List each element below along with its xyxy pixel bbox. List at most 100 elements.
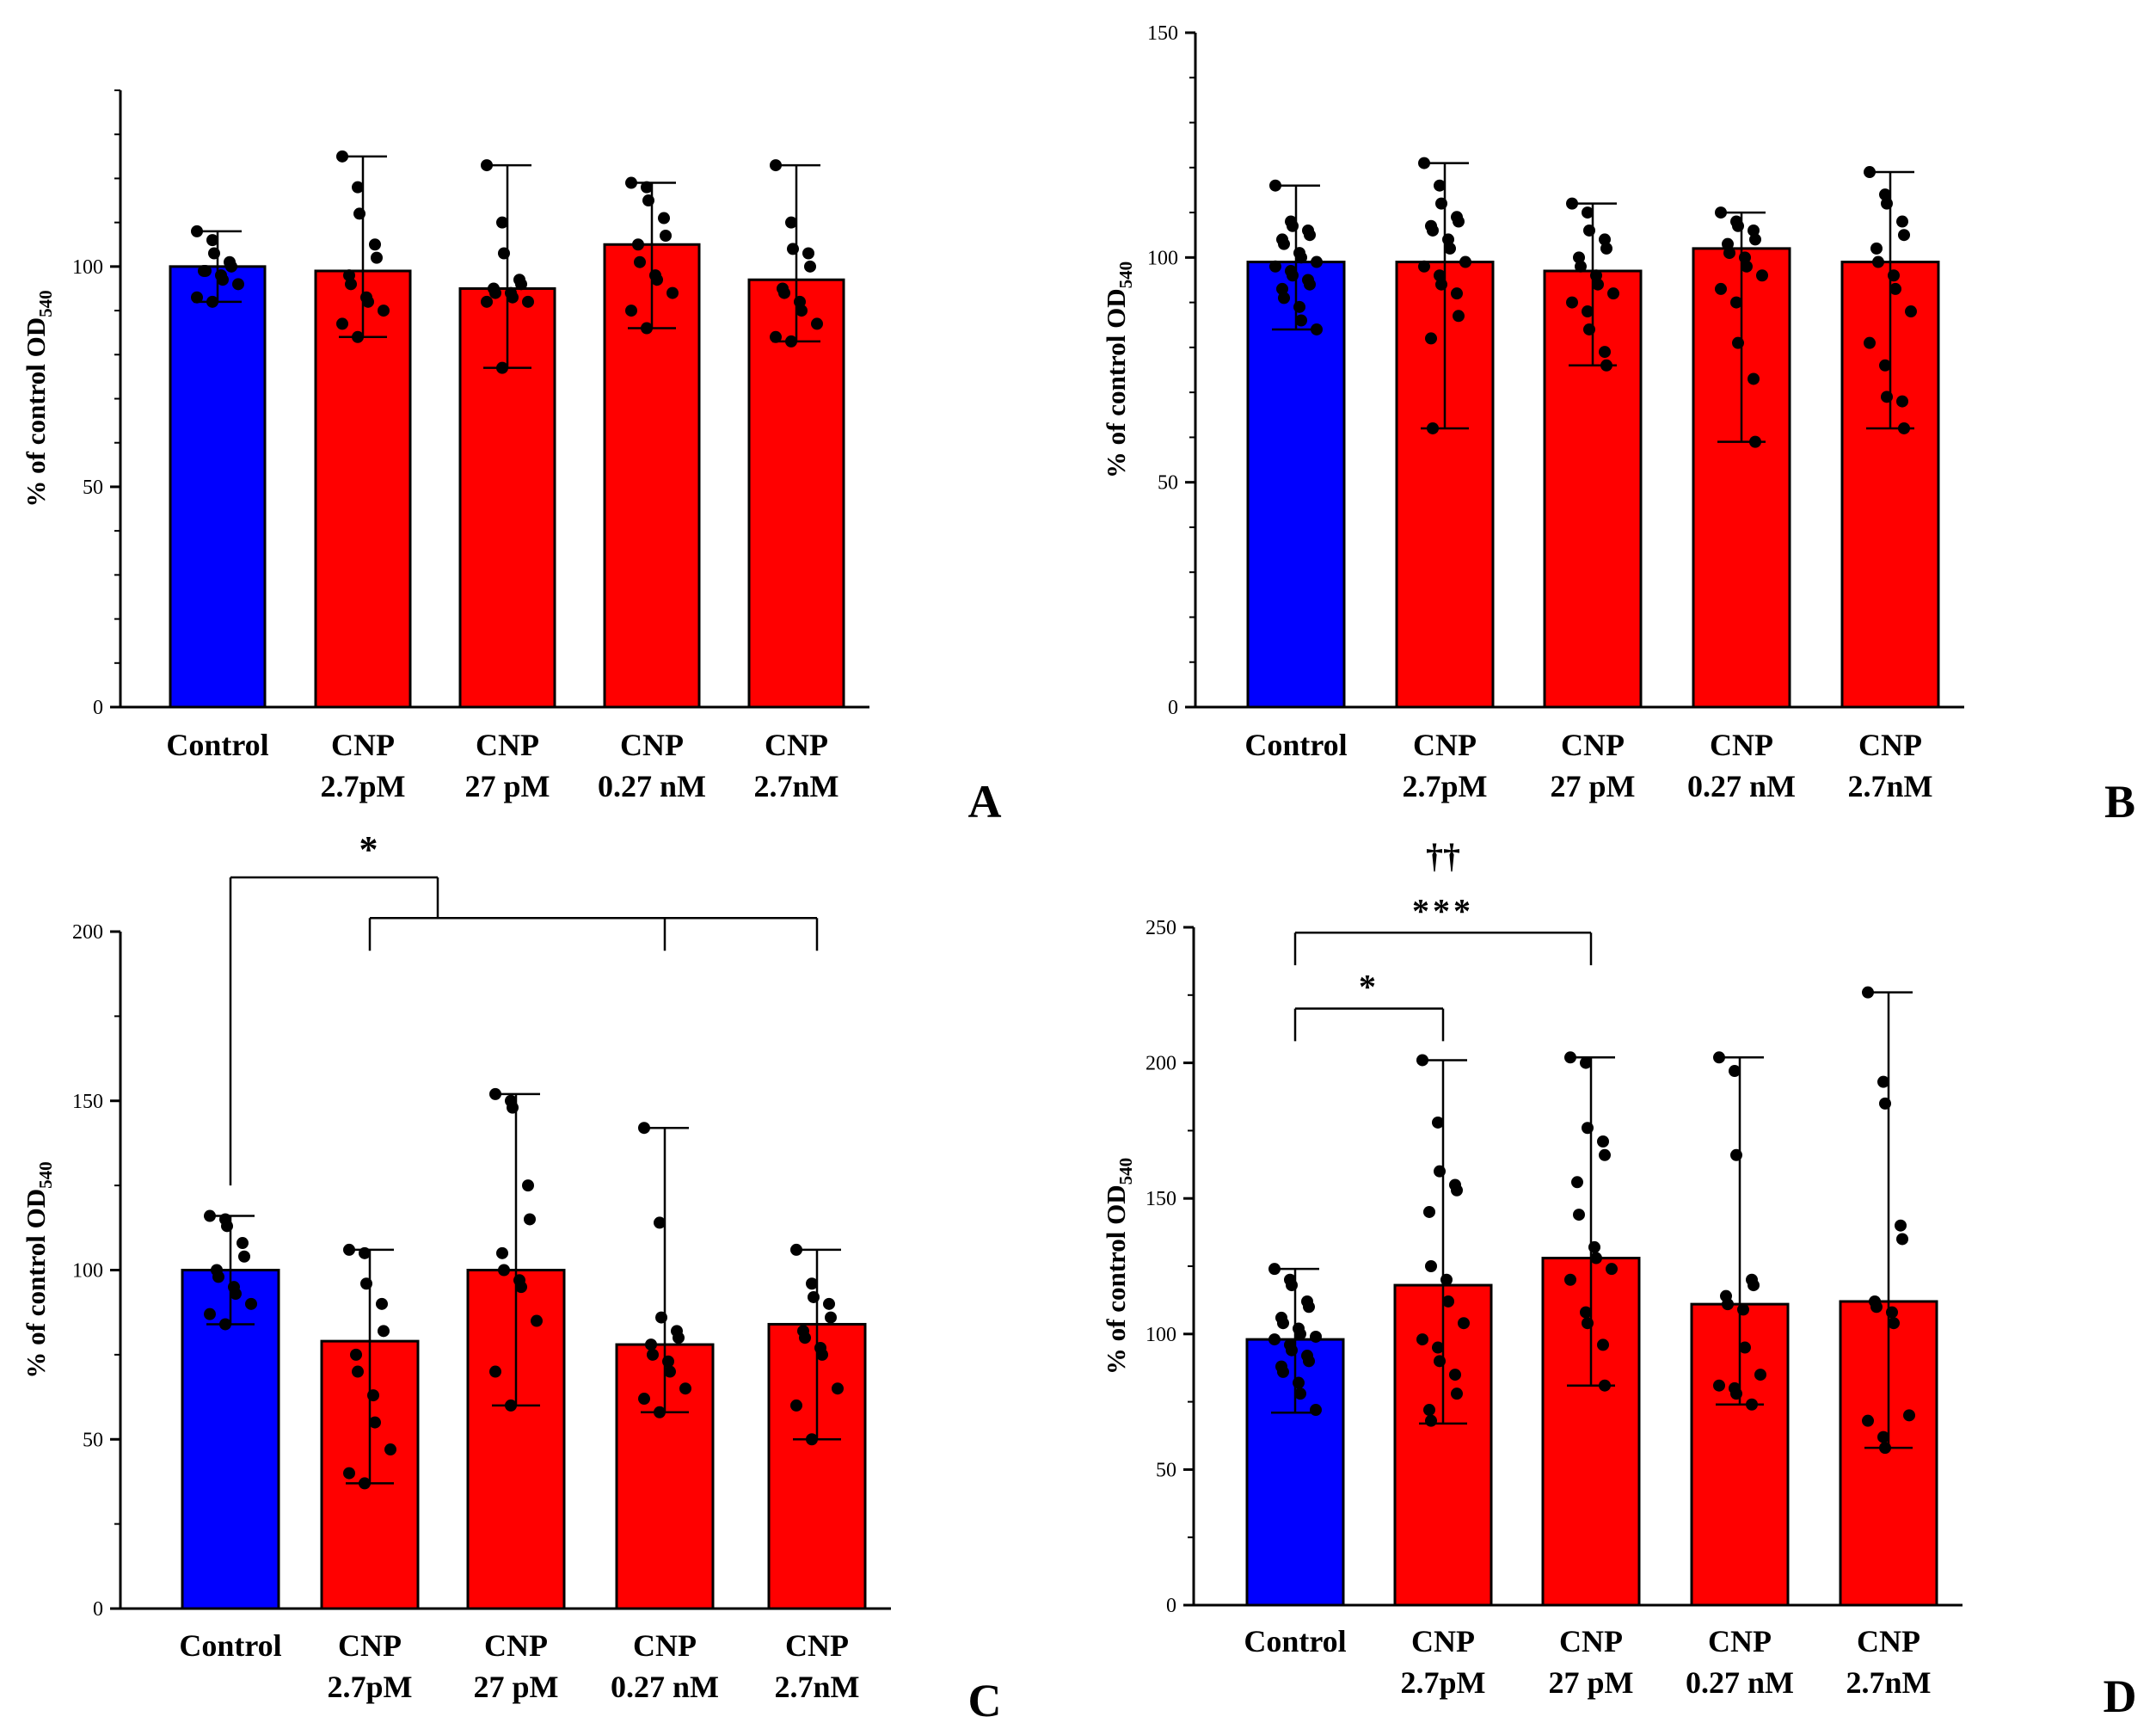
category-label: CNP [620, 728, 684, 762]
data-point [1748, 372, 1760, 385]
data-point [1888, 269, 1900, 282]
data-point [645, 1338, 657, 1351]
category-label: Control [1244, 1624, 1346, 1658]
category-label: 2.7pM [1403, 769, 1488, 803]
y-tick-label: 0 [93, 697, 103, 719]
data-point [1898, 421, 1910, 434]
data-point [238, 1250, 250, 1263]
data-point [1877, 1431, 1889, 1443]
y-tick-label: 50 [1158, 472, 1178, 495]
category-label: 2.7pM [328, 1670, 413, 1704]
data-point [1599, 1148, 1611, 1161]
data-point [1713, 1379, 1725, 1392]
data-point [1723, 247, 1735, 260]
data-point [785, 335, 797, 348]
data-point [1416, 1333, 1428, 1346]
data-point [367, 1389, 379, 1402]
data-point [658, 212, 670, 225]
y-tick-label: 250 [1146, 917, 1176, 939]
data-point [802, 247, 814, 260]
data-point [1295, 314, 1307, 327]
data-point [1597, 1135, 1609, 1148]
data-point [651, 274, 663, 286]
data-point [804, 260, 816, 273]
category-label: CNP [484, 1628, 548, 1663]
data-point [1582, 1122, 1594, 1135]
data-point [1286, 1344, 1298, 1357]
data-point [1879, 1442, 1891, 1455]
data-point [1303, 1355, 1315, 1368]
data-point [1287, 269, 1299, 282]
data-point [1870, 242, 1883, 255]
data-point [378, 1325, 390, 1338]
data-point [1741, 260, 1753, 273]
data-point [507, 291, 519, 304]
data-point [642, 194, 654, 207]
category-label: 2.7nM [1846, 1665, 1932, 1700]
data-point [638, 1122, 650, 1135]
y-axis-label: % of control OD540 [21, 1161, 56, 1378]
data-point [1432, 1341, 1444, 1354]
category-label: CNP [1710, 728, 1773, 762]
data-point [1294, 1327, 1306, 1340]
category-label: CNP [1858, 728, 1922, 762]
y-tick-label: 100 [72, 1260, 103, 1283]
data-point [655, 1311, 667, 1324]
bar-control [169, 265, 267, 709]
significance-label: †† [1426, 837, 1460, 876]
category-label: 0.27 nM [611, 1670, 719, 1704]
data-point [359, 1246, 371, 1259]
data-point [1571, 1176, 1583, 1189]
data-point [245, 1297, 257, 1310]
data-point [1303, 1301, 1315, 1314]
data-point [359, 1477, 371, 1490]
data-point [1580, 1306, 1592, 1319]
y-tick-label: 150 [72, 1091, 103, 1113]
data-point [1287, 219, 1299, 232]
data-point [1739, 1341, 1751, 1354]
data-point [825, 1311, 837, 1324]
data-point [1434, 1355, 1446, 1368]
data-point [232, 278, 244, 291]
data-point [1881, 197, 1893, 210]
data-point [496, 216, 508, 229]
data-point [1573, 251, 1585, 264]
data-point [1895, 1219, 1907, 1232]
data-point [1425, 1260, 1437, 1272]
data-point [352, 330, 364, 343]
data-point [660, 230, 672, 243]
data-point [522, 295, 534, 308]
data-point [1425, 1414, 1437, 1427]
data-point [1722, 1298, 1734, 1311]
category-label: CNP [1857, 1624, 1920, 1658]
y-tick-label: 0 [1166, 1595, 1176, 1617]
data-point [1732, 219, 1744, 232]
data-point [1599, 346, 1611, 359]
data-point [345, 278, 357, 291]
data-point [1304, 229, 1316, 242]
category-label: 2.7pM [321, 769, 406, 803]
data-point [1295, 251, 1307, 264]
data-point [1573, 1209, 1585, 1221]
data-point [1749, 233, 1761, 246]
data-point [206, 295, 218, 308]
data-point [778, 286, 790, 299]
data-point [823, 1297, 835, 1310]
panel-label: D [2104, 1671, 2137, 1722]
category-label: Control [166, 728, 268, 762]
data-point [1877, 1075, 1889, 1088]
data-point [1748, 224, 1760, 237]
chart-panel-b: 0 50 100 150 % of control OD540 Control CNP 2.7… [1101, 22, 2135, 828]
category-label: 2.7nM [1848, 769, 1933, 803]
data-point [1746, 1398, 1758, 1411]
data-point [1564, 1273, 1576, 1286]
category-label: CNP [785, 1628, 849, 1663]
y-tick-label: 50 [1156, 1459, 1176, 1481]
data-point [352, 181, 364, 194]
data-point [1881, 391, 1893, 403]
data-point [1268, 1333, 1281, 1346]
category-label: CNP [1559, 1624, 1623, 1658]
y-axis-label: % of control OD540 [1101, 262, 1136, 478]
data-point [1459, 255, 1471, 268]
data-point [1722, 237, 1734, 250]
